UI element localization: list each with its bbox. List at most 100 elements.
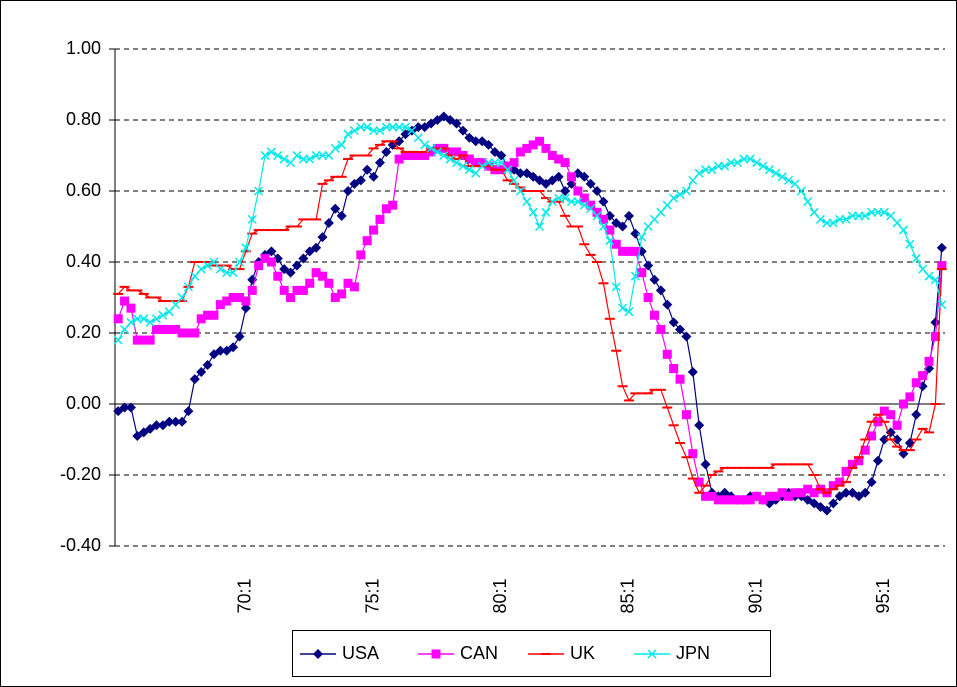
marker (911, 378, 921, 388)
x-tick-label: 90:1 (745, 578, 765, 613)
marker (675, 324, 686, 335)
marker (662, 349, 672, 359)
marker (266, 147, 276, 157)
marker (266, 257, 276, 267)
y-tick-label: -0.40 (60, 535, 101, 555)
marker (471, 158, 481, 168)
legend-label: JPN (676, 643, 710, 663)
legend-marker (431, 649, 441, 659)
marker (145, 335, 155, 345)
marker (330, 203, 341, 214)
marker (170, 416, 181, 427)
marker (623, 210, 634, 221)
marker (784, 491, 794, 501)
marker (126, 303, 136, 313)
marker (745, 154, 755, 164)
marker (547, 151, 557, 160)
marker (892, 434, 903, 445)
marker (860, 487, 871, 498)
marker (368, 171, 379, 182)
marker (381, 204, 391, 214)
marker (630, 246, 640, 256)
marker (171, 324, 181, 334)
marker (873, 417, 883, 427)
marker (375, 214, 385, 224)
marker (158, 310, 168, 320)
marker (675, 190, 685, 200)
marker (605, 236, 615, 246)
marker (496, 150, 507, 161)
marker (803, 197, 813, 207)
marker (215, 345, 226, 356)
marker (579, 200, 589, 210)
marker (400, 122, 411, 132)
marker (515, 168, 526, 179)
marker (553, 171, 564, 182)
marker (503, 165, 513, 175)
marker (796, 488, 806, 498)
marker (866, 477, 877, 488)
marker (918, 371, 928, 381)
marker (209, 257, 219, 267)
marker (847, 459, 857, 469)
marker (177, 416, 188, 427)
marker (158, 324, 168, 334)
marker (777, 172, 787, 182)
marker (349, 282, 359, 292)
marker (694, 168, 704, 178)
marker (713, 495, 723, 505)
marker (241, 296, 251, 306)
marker (669, 364, 679, 373)
marker (522, 143, 532, 153)
marker (656, 207, 666, 217)
marker (139, 335, 149, 345)
marker (471, 168, 481, 178)
marker (477, 161, 487, 171)
marker (720, 161, 730, 171)
marker (841, 214, 851, 224)
y-tick-label: 0.20 (66, 322, 101, 342)
marker (541, 143, 551, 153)
marker (311, 268, 321, 278)
marker (879, 434, 890, 445)
marker (164, 324, 174, 334)
marker (573, 186, 583, 196)
marker (592, 186, 603, 196)
marker (286, 293, 296, 302)
marker (394, 136, 405, 147)
marker (681, 410, 691, 420)
marker (126, 317, 136, 327)
marker (260, 150, 270, 161)
marker (675, 374, 685, 384)
marker (694, 420, 705, 431)
marker (637, 268, 647, 278)
marker (324, 150, 334, 161)
marker (681, 186, 691, 196)
marker (362, 164, 373, 175)
marker (688, 175, 698, 185)
marker (445, 147, 455, 157)
marker (330, 293, 340, 302)
marker (515, 147, 525, 157)
marker (924, 271, 934, 281)
marker (936, 242, 947, 253)
marker (707, 165, 717, 175)
marker (470, 136, 481, 147)
x-tick-label: 70:1 (235, 578, 255, 613)
marker (196, 367, 207, 378)
marker (668, 317, 679, 328)
marker (579, 193, 589, 203)
marker (930, 275, 940, 285)
marker (745, 495, 755, 505)
marker (700, 459, 711, 470)
marker (924, 356, 934, 366)
marker (254, 261, 264, 271)
marker (458, 161, 468, 171)
marker (911, 253, 921, 263)
marker (120, 324, 130, 334)
marker (234, 331, 245, 342)
marker (528, 207, 538, 217)
marker (247, 285, 257, 295)
marker (196, 264, 206, 274)
marker (477, 158, 487, 168)
